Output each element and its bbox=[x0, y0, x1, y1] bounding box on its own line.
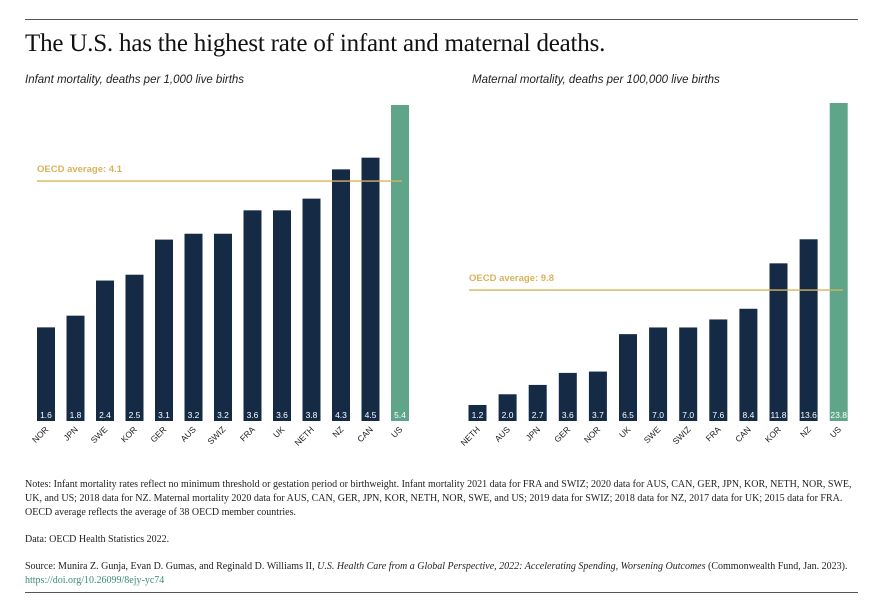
infant-value-label-uk: 3.6 bbox=[276, 410, 288, 420]
infant-tick-label-swe: SWE bbox=[89, 424, 110, 445]
maternal-value-label-ger: 3.6 bbox=[562, 410, 574, 420]
bottom-rule bbox=[25, 592, 858, 593]
infant-value-label-can: 4.5 bbox=[365, 410, 377, 420]
infant-tick-label-nz: NZ bbox=[330, 424, 345, 439]
maternal-tick-label-can: CAN bbox=[733, 424, 753, 444]
infant-tick-label-ger: GER bbox=[148, 424, 168, 444]
infant-bar-neth bbox=[302, 198, 321, 421]
maternal-value-label-neth: 1.2 bbox=[472, 410, 484, 420]
infant-bar-jpn bbox=[66, 315, 85, 421]
infant-tick-label-aus: AUS bbox=[178, 424, 198, 444]
maternal-bar-jpn bbox=[528, 384, 547, 421]
infant-tick-label-neth: NETH bbox=[292, 424, 315, 447]
maternal-chart-title: Maternal mortality, deaths per 100,000 l… bbox=[472, 74, 720, 86]
infant-bar-nz bbox=[332, 169, 350, 421]
infant-bar-fra bbox=[243, 210, 262, 421]
maternal-value-label-jpn: 2.7 bbox=[532, 410, 544, 420]
infant-oecd-average-label: OECD average: 4.1 bbox=[37, 164, 123, 175]
infant-bar-uk bbox=[273, 210, 291, 421]
infant-bar-nor bbox=[37, 327, 55, 421]
maternal-tick-label-swe: SWE bbox=[642, 424, 663, 445]
source-citation: Source: Munira Z. Gunja, Evan D. Gumas, … bbox=[25, 560, 855, 588]
source-suffix: (Commonwealth Fund, Jan. 2023). bbox=[705, 561, 848, 572]
infant-value-label-us: 5.4 bbox=[394, 410, 406, 420]
maternal-tick-label-us: US bbox=[828, 424, 844, 440]
maternal-value-label-nor: 3.7 bbox=[592, 410, 604, 420]
infant-tick-label-uk: UK bbox=[271, 424, 287, 440]
maternal-bar-swiz bbox=[679, 327, 698, 421]
infant-mortality-chart: 1.6 NOR 1.8 JPN 2.4 SWE 2.5 KOR 3.1 GER 3.2 AUS 3.2 S… bbox=[30, 105, 409, 448]
maternal-bar-nor bbox=[588, 371, 607, 421]
maternal-value-label-can: 8.4 bbox=[742, 410, 754, 420]
maternal-bar-us bbox=[829, 103, 848, 421]
infant-tick-label-jpn: JPN bbox=[61, 424, 79, 442]
notes-section: Notes: Infant mortality rates reflect no… bbox=[25, 478, 855, 601]
infant-bar-swiz bbox=[214, 233, 232, 421]
notes-text: Notes: Infant mortality rates reflect no… bbox=[25, 479, 852, 518]
source-title: U.S. Health Care from a Global Perspecti… bbox=[317, 561, 706, 572]
infant-value-label-fra: 3.6 bbox=[247, 410, 259, 420]
maternal-tick-label-neth: NETH bbox=[458, 424, 481, 447]
infant-bar-us bbox=[391, 105, 409, 421]
maternal-oecd-average-label: OECD average: 9.8 bbox=[469, 273, 554, 284]
infant-value-label-jpn: 1.8 bbox=[70, 410, 82, 420]
source-link[interactable]: https://doi.org/10.26099/8ejy-yc74 bbox=[25, 575, 165, 586]
maternal-value-label-kor: 11.8 bbox=[771, 410, 787, 420]
maternal-bar-nz bbox=[799, 239, 818, 421]
maternal-value-label-uk: 6.5 bbox=[622, 410, 634, 420]
maternal-bar-swe bbox=[649, 327, 668, 421]
maternal-value-label-aus: 2.0 bbox=[502, 410, 514, 420]
maternal-tick-label-jpn: JPN bbox=[524, 424, 542, 442]
maternal-value-label-nz: 13.6 bbox=[800, 410, 817, 420]
infant-value-label-neth: 3.8 bbox=[306, 410, 318, 420]
infant-tick-label-fra: FRA bbox=[238, 424, 257, 443]
infant-tick-label-can: CAN bbox=[355, 424, 375, 444]
maternal-value-label-fra: 7.6 bbox=[712, 410, 724, 420]
maternal-tick-label-swiz: SWIZ bbox=[671, 424, 693, 446]
maternal-tick-label-aus: AUS bbox=[493, 424, 513, 444]
maternal-value-label-us: 23.8 bbox=[830, 410, 847, 420]
maternal-value-label-swe: 7.0 bbox=[652, 410, 664, 420]
maternal-tick-label-nor: NOR bbox=[582, 424, 602, 444]
infant-bar-swe bbox=[96, 280, 114, 421]
maternal-bar-fra bbox=[709, 319, 728, 421]
infant-value-label-nz: 4.3 bbox=[335, 410, 347, 420]
maternal-mortality-chart: 1.2 NETH 2.0 AUS 2.7 JPN 3.6 GER 3.7 NOR 6.5 UK 7.0 S… bbox=[458, 103, 848, 448]
maternal-bar-ger bbox=[558, 372, 577, 421]
infant-bar-kor bbox=[125, 274, 144, 421]
infant-bar-ger bbox=[155, 239, 173, 421]
data-source: Data: OECD Health Statistics 2022. bbox=[25, 534, 170, 545]
infant-value-label-aus: 3.2 bbox=[188, 410, 200, 420]
infant-tick-label-kor: KOR bbox=[119, 424, 139, 444]
infant-bar-aus bbox=[184, 233, 203, 421]
infant-tick-label-us: US bbox=[389, 424, 405, 440]
maternal-tick-label-ger: GER bbox=[552, 424, 572, 444]
infant-chart-title: Infant mortality, deaths per 1,000 live … bbox=[25, 74, 245, 86]
infant-tick-label-nor: NOR bbox=[30, 424, 50, 444]
maternal-value-label-swiz: 7.0 bbox=[682, 410, 694, 420]
maternal-tick-label-fra: FRA bbox=[704, 424, 723, 443]
infant-tick-label-swiz: SWIZ bbox=[205, 424, 227, 446]
maternal-tick-label-uk: UK bbox=[617, 424, 633, 440]
infant-value-label-swiz: 3.2 bbox=[217, 410, 229, 420]
maternal-bar-uk bbox=[619, 334, 637, 421]
maternal-bar-neth bbox=[468, 404, 487, 421]
page-title: The U.S. has the highest rate of infant … bbox=[25, 30, 606, 57]
infant-bar-can bbox=[361, 157, 380, 421]
infant-value-label-nor: 1.6 bbox=[40, 410, 52, 420]
maternal-tick-label-nz: NZ bbox=[798, 424, 813, 439]
maternal-bar-kor bbox=[769, 263, 788, 421]
maternal-bar-aus bbox=[498, 394, 517, 421]
infant-value-label-swe: 2.4 bbox=[99, 410, 111, 420]
source-prefix: Source: Munira Z. Gunja, Evan D. Gumas, … bbox=[25, 561, 318, 572]
maternal-bar-can bbox=[739, 308, 758, 421]
infant-value-label-ger: 3.1 bbox=[158, 410, 170, 420]
infant-value-label-kor: 2.5 bbox=[129, 410, 141, 420]
maternal-tick-label-kor: KOR bbox=[763, 424, 783, 444]
top-rule bbox=[25, 19, 858, 20]
